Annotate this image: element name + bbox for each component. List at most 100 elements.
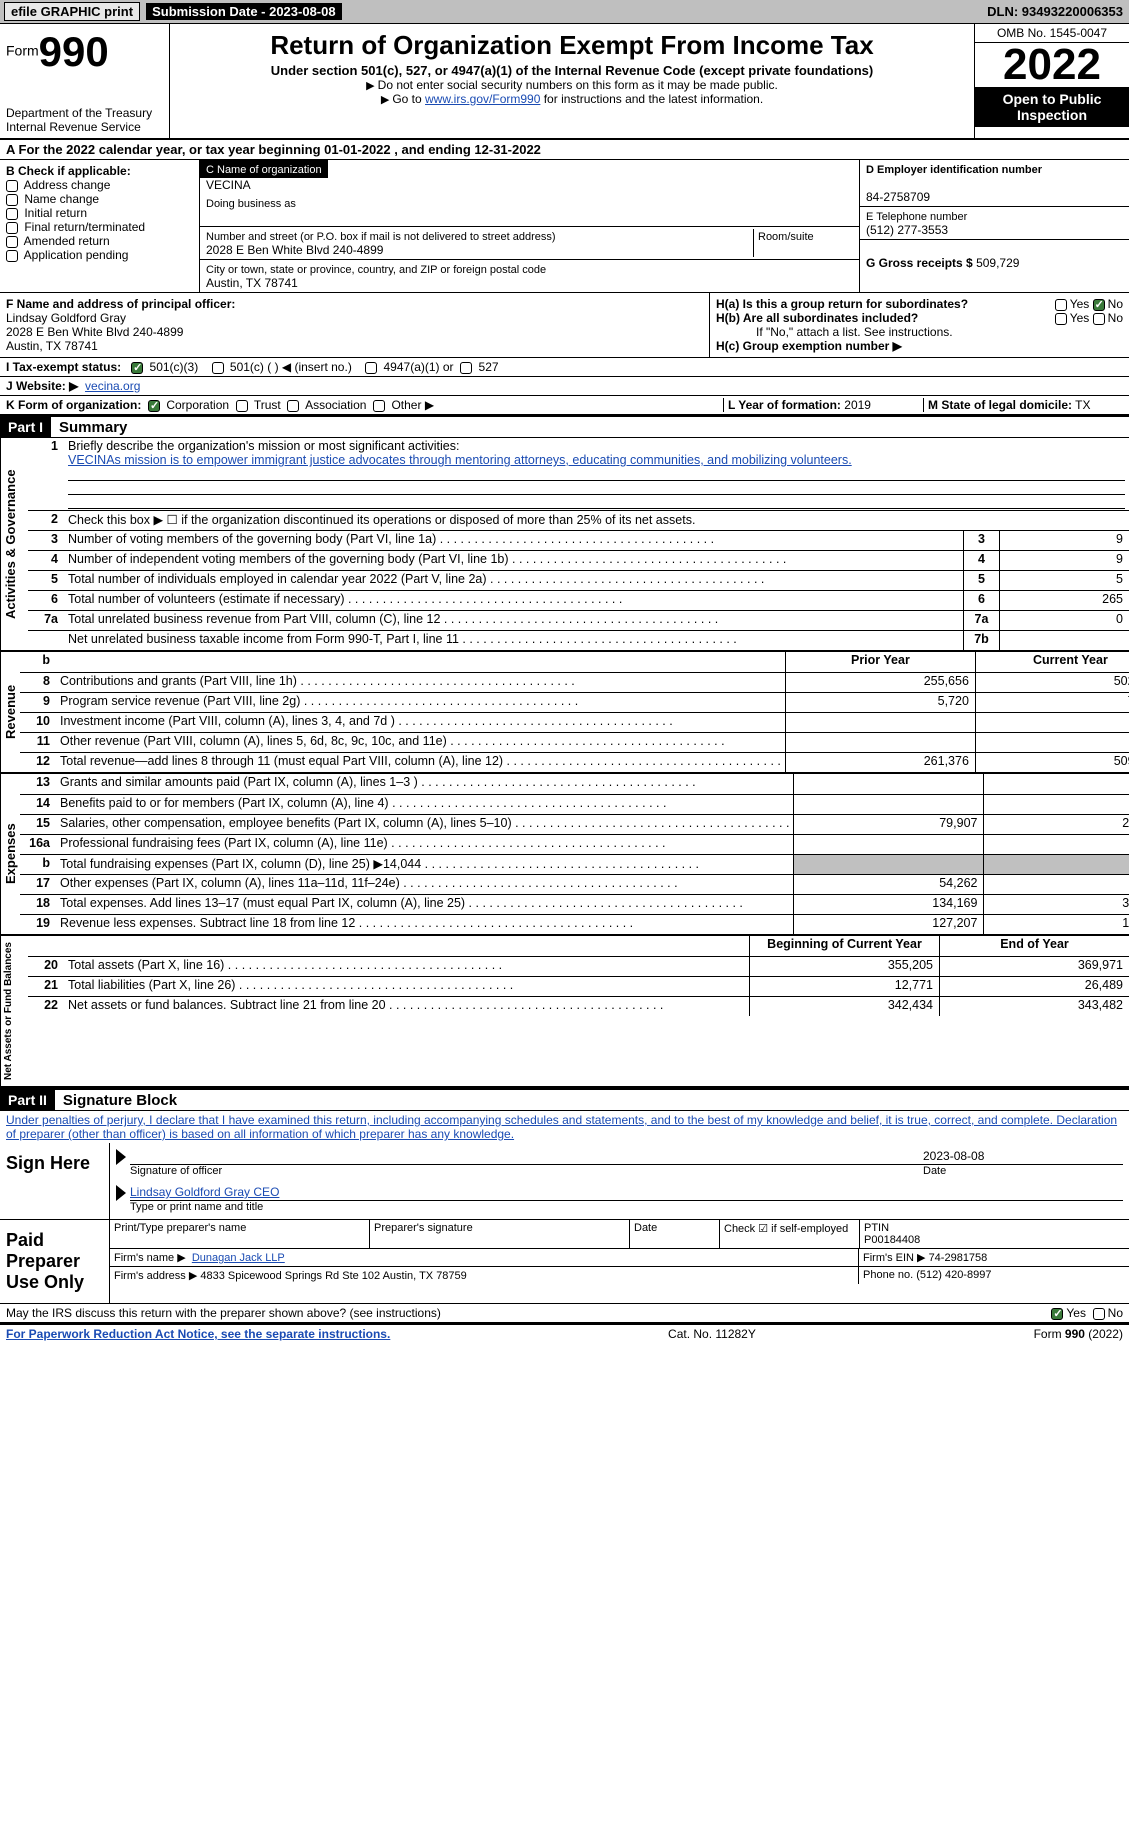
phone-value: (512) 277-3553: [866, 223, 948, 237]
sig-arrow-icon: [116, 1149, 126, 1165]
prior-year-header: Prior Year: [785, 652, 975, 672]
b-checkbox[interactable]: [6, 208, 18, 220]
discuss-no-checkbox[interactable]: [1093, 1308, 1105, 1320]
officer-name: Lindsay Goldford Gray: [6, 311, 126, 325]
end-year-header: End of Year: [939, 936, 1129, 956]
hb-yes-checkbox[interactable]: [1055, 313, 1067, 325]
officer-name-title: Lindsay Goldford Gray CEO: [130, 1185, 279, 1199]
top-bar: efile GRAPHIC print Submission Date - 20…: [0, 0, 1129, 24]
cat-number: Cat. No. 11282Y: [668, 1327, 756, 1341]
b-checkbox[interactable]: [6, 194, 18, 206]
paid-preparer-label: Paid Preparer Use Only: [0, 1220, 110, 1303]
submission-date: Submission Date - 2023-08-08: [146, 3, 342, 20]
sig-date-label: Date: [923, 1165, 1123, 1177]
street-label: Number and street (or P.O. box if mail i…: [206, 231, 556, 243]
discontinued-check: Check this box ▶ ☐ if the organization d…: [64, 511, 1129, 530]
expenses-sidelabel: Expenses: [0, 774, 20, 934]
form-title: Return of Organization Exempt From Incom…: [178, 30, 966, 61]
gross-receipts-label: G Gross receipts $: [866, 256, 973, 270]
activities-section: Activities & Governance 1 Briefly descri…: [0, 438, 1129, 652]
form-footer: Form 990 (2022): [1034, 1327, 1123, 1341]
activities-sidelabel: Activities & Governance: [0, 438, 28, 650]
b-checkbox[interactable]: [6, 222, 18, 234]
netassets-section: Net Assets or Fund Balances Beginning of…: [0, 936, 1129, 1088]
officer-label: F Name and address of principal officer:: [6, 297, 235, 311]
501c-checkbox[interactable]: [212, 362, 224, 374]
ssn-note: Do not enter social security numbers on …: [178, 78, 966, 92]
officer-addr1: 2028 E Ben White Blvd 240-4899: [6, 325, 183, 339]
officer-addr2: Austin, TX 78741: [6, 339, 98, 353]
b-checkbox[interactable]: [6, 250, 18, 262]
ha-no-checkbox[interactable]: [1093, 299, 1105, 311]
sig-date: 2023-08-08: [923, 1149, 1123, 1165]
irs-link[interactable]: www.irs.gov/Form990: [425, 92, 540, 106]
trust-checkbox[interactable]: [236, 400, 248, 412]
firm-ein: 74-2981758: [929, 1252, 988, 1264]
527-checkbox[interactable]: [460, 362, 472, 374]
ptin-value: P00184408: [864, 1234, 920, 1246]
firm-name: Dunagan Jack LLP: [192, 1252, 285, 1264]
org-name-label: C Name of organization: [200, 160, 328, 178]
city-address: Austin, TX 78741: [206, 276, 298, 290]
efile-button[interactable]: efile GRAPHIC print: [4, 2, 140, 21]
other-checkbox[interactable]: [373, 400, 385, 412]
year-formation: 2019: [844, 398, 871, 412]
b-checkbox[interactable]: [6, 236, 18, 248]
firm-address: 4833 Spicewood Springs Rd Ste 102 Austin…: [200, 1270, 466, 1282]
gross-receipts-value: 509,729: [976, 256, 1019, 270]
klm-row: K Form of organization: Corporation Trus…: [0, 396, 1129, 415]
assoc-checkbox[interactable]: [287, 400, 299, 412]
section-fh: F Name and address of principal officer:…: [0, 293, 1129, 358]
begin-year-header: Beginning of Current Year: [749, 936, 939, 956]
hb-no-checkbox[interactable]: [1093, 313, 1105, 325]
hc-label: H(c) Group exemption number ▶: [716, 339, 902, 353]
room-label: Room/suite: [758, 231, 814, 243]
signature-section: Under penalties of perjury, I declare th…: [0, 1111, 1129, 1324]
type-name-label: Type or print name and title: [116, 1201, 1123, 1213]
4947-checkbox[interactable]: [365, 362, 377, 374]
website-row: J Website: ▶ vecina.org: [0, 377, 1129, 396]
mission-question: Briefly describe the organization's miss…: [68, 439, 459, 453]
ein-value: 84-2758709: [866, 190, 930, 204]
check-applicable-label: B Check if applicable:: [6, 164, 131, 178]
b-checkbox[interactable]: [6, 180, 18, 192]
sig-officer-label: Signature of officer: [130, 1165, 923, 1177]
revenue-sidelabel: Revenue: [0, 652, 20, 772]
open-inspection: Open to Public Inspection: [975, 87, 1129, 127]
hb-note: If "No," attach a list. See instructions…: [716, 325, 1123, 339]
form-header: Form990 Department of the Treasury Inter…: [0, 24, 1129, 140]
ein-label: D Employer identification number: [866, 164, 1042, 176]
page-footer: For Paperwork Reduction Act Notice, see …: [0, 1324, 1129, 1343]
firm-phone: (512) 420-8997: [916, 1269, 991, 1281]
dba-label: Doing business as: [206, 198, 296, 210]
discuss-question: May the IRS discuss this return with the…: [6, 1306, 441, 1320]
paperwork-notice: For Paperwork Reduction Act Notice, see …: [6, 1327, 390, 1341]
ha-yes-checkbox[interactable]: [1055, 299, 1067, 311]
sig-arrow2-icon: [116, 1185, 126, 1201]
hb-label: H(b) Are all subordinates included?: [716, 311, 918, 325]
sign-here-label: Sign Here: [0, 1143, 110, 1219]
dln: DLN: 93493220006353: [987, 4, 1123, 19]
revenue-section: Revenue b Prior Year Current Year 8Contr…: [0, 652, 1129, 774]
website-link[interactable]: vecina.org: [85, 379, 140, 393]
form-number: Form990: [6, 28, 163, 76]
goto-note: Go to www.irs.gov/Form990 for instructio…: [178, 92, 966, 106]
org-name: VECINA: [206, 178, 251, 192]
city-label: City or town, state or province, country…: [206, 264, 546, 276]
perjury-declaration: Under penalties of perjury, I declare th…: [0, 1111, 1129, 1143]
ha-label: H(a) Is this a group return for subordin…: [716, 297, 968, 311]
discuss-yes-checkbox[interactable]: [1051, 1308, 1063, 1320]
netassets-sidelabel: Net Assets or Fund Balances: [0, 936, 28, 1086]
mission-text: VECINAs mission is to empower immigrant …: [68, 453, 852, 467]
tax-exempt-row: I Tax-exempt status: 501(c)(3) 501(c) ( …: [0, 358, 1129, 377]
501c3-checkbox[interactable]: [131, 362, 143, 374]
phone-label: E Telephone number: [866, 211, 967, 223]
street-address: 2028 E Ben White Blvd 240-4899: [206, 243, 383, 257]
expenses-section: Expenses 13Grants and similar amounts pa…: [0, 774, 1129, 936]
corp-checkbox[interactable]: [148, 400, 160, 412]
tax-year: 2022: [975, 43, 1129, 87]
part2-header: Part IISignature Block: [0, 1088, 1129, 1111]
current-year-header: Current Year: [975, 652, 1129, 672]
part1-header: Part ISummary: [0, 415, 1129, 438]
section-bcdeg: B Check if applicable: Address change Na…: [0, 160, 1129, 293]
